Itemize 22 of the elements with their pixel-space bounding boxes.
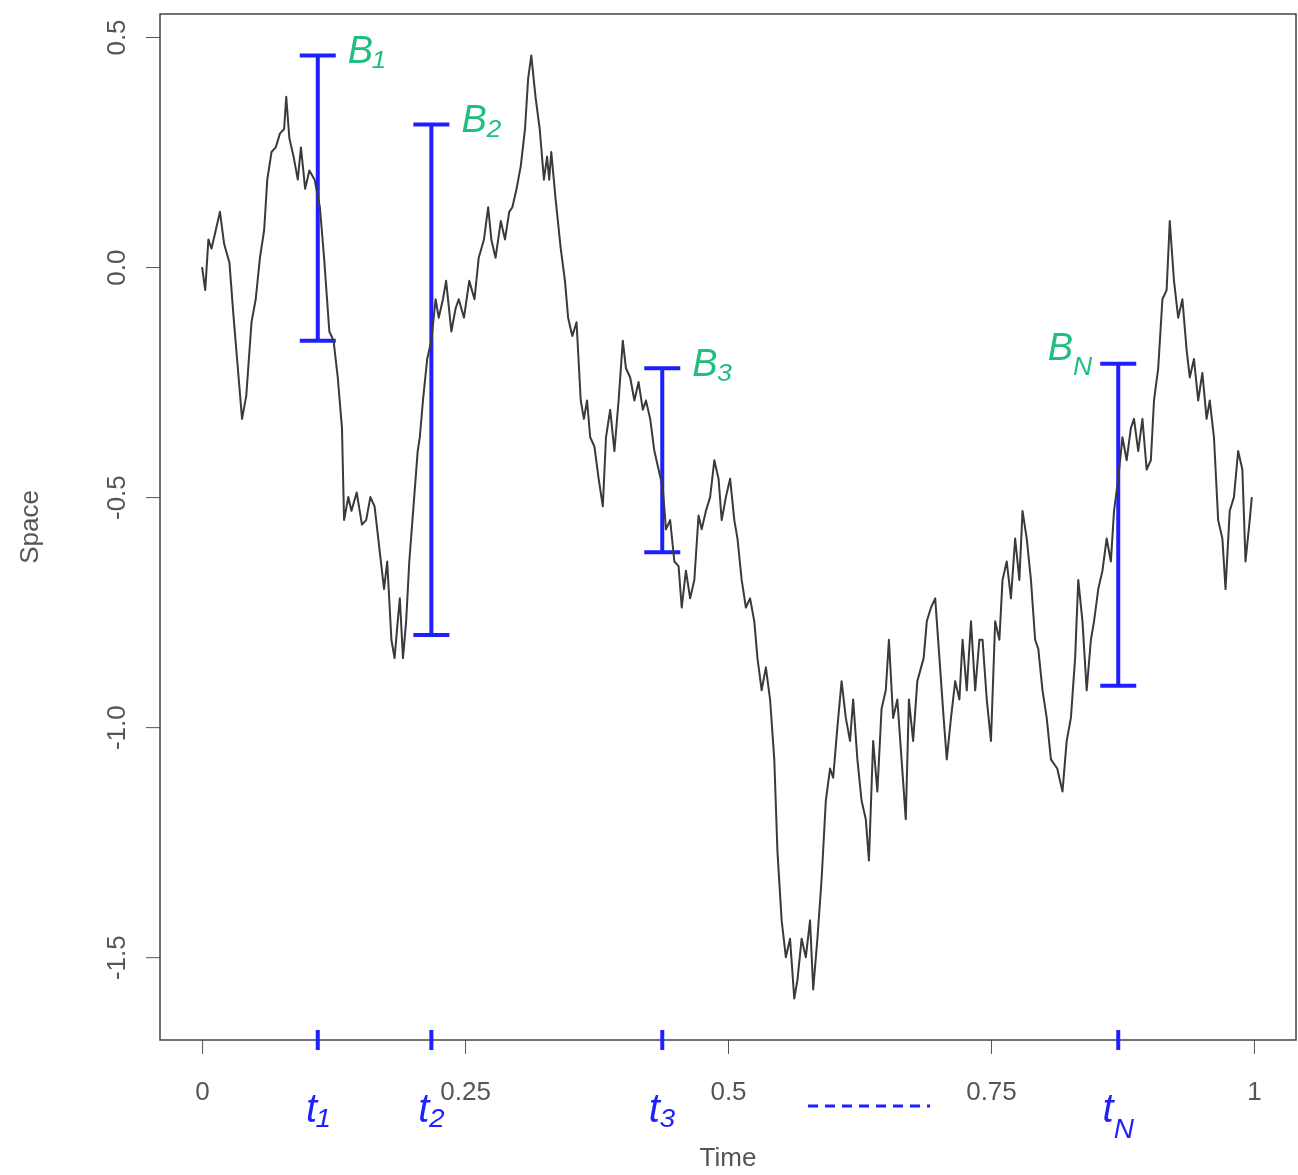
- annotation: B₃: [692, 342, 733, 385]
- annotation: B₂: [461, 98, 502, 141]
- y-tick-label: -0.5: [101, 475, 132, 520]
- annotation: B$_{N}$: [1047, 325, 1094, 381]
- y-tick-label: -1.5: [101, 935, 132, 981]
- x-tick-label: 0.75: [966, 1076, 1017, 1107]
- bar: [429, 124, 434, 636]
- annotation: t$_{N}$: [1102, 1086, 1135, 1144]
- x-axis-title: Time: [699, 1142, 757, 1172]
- bar: [660, 368, 665, 553]
- x-tick-label: 0.5: [710, 1076, 747, 1107]
- y-tick-label: 0.5: [101, 19, 132, 56]
- bar: [315, 55, 320, 341]
- x-tick-label: 0: [195, 1076, 210, 1107]
- y-tick-label: -1.0: [101, 705, 132, 751]
- bar: [1116, 363, 1121, 686]
- annotation: t₃: [648, 1086, 676, 1130]
- annotation: t₁: [305, 1086, 330, 1130]
- annotation: B₁: [347, 29, 386, 72]
- y-tick-label: 0.0: [101, 249, 132, 286]
- y-axis-title: Space: [14, 490, 44, 564]
- x-tick-label: 1: [1247, 1076, 1262, 1107]
